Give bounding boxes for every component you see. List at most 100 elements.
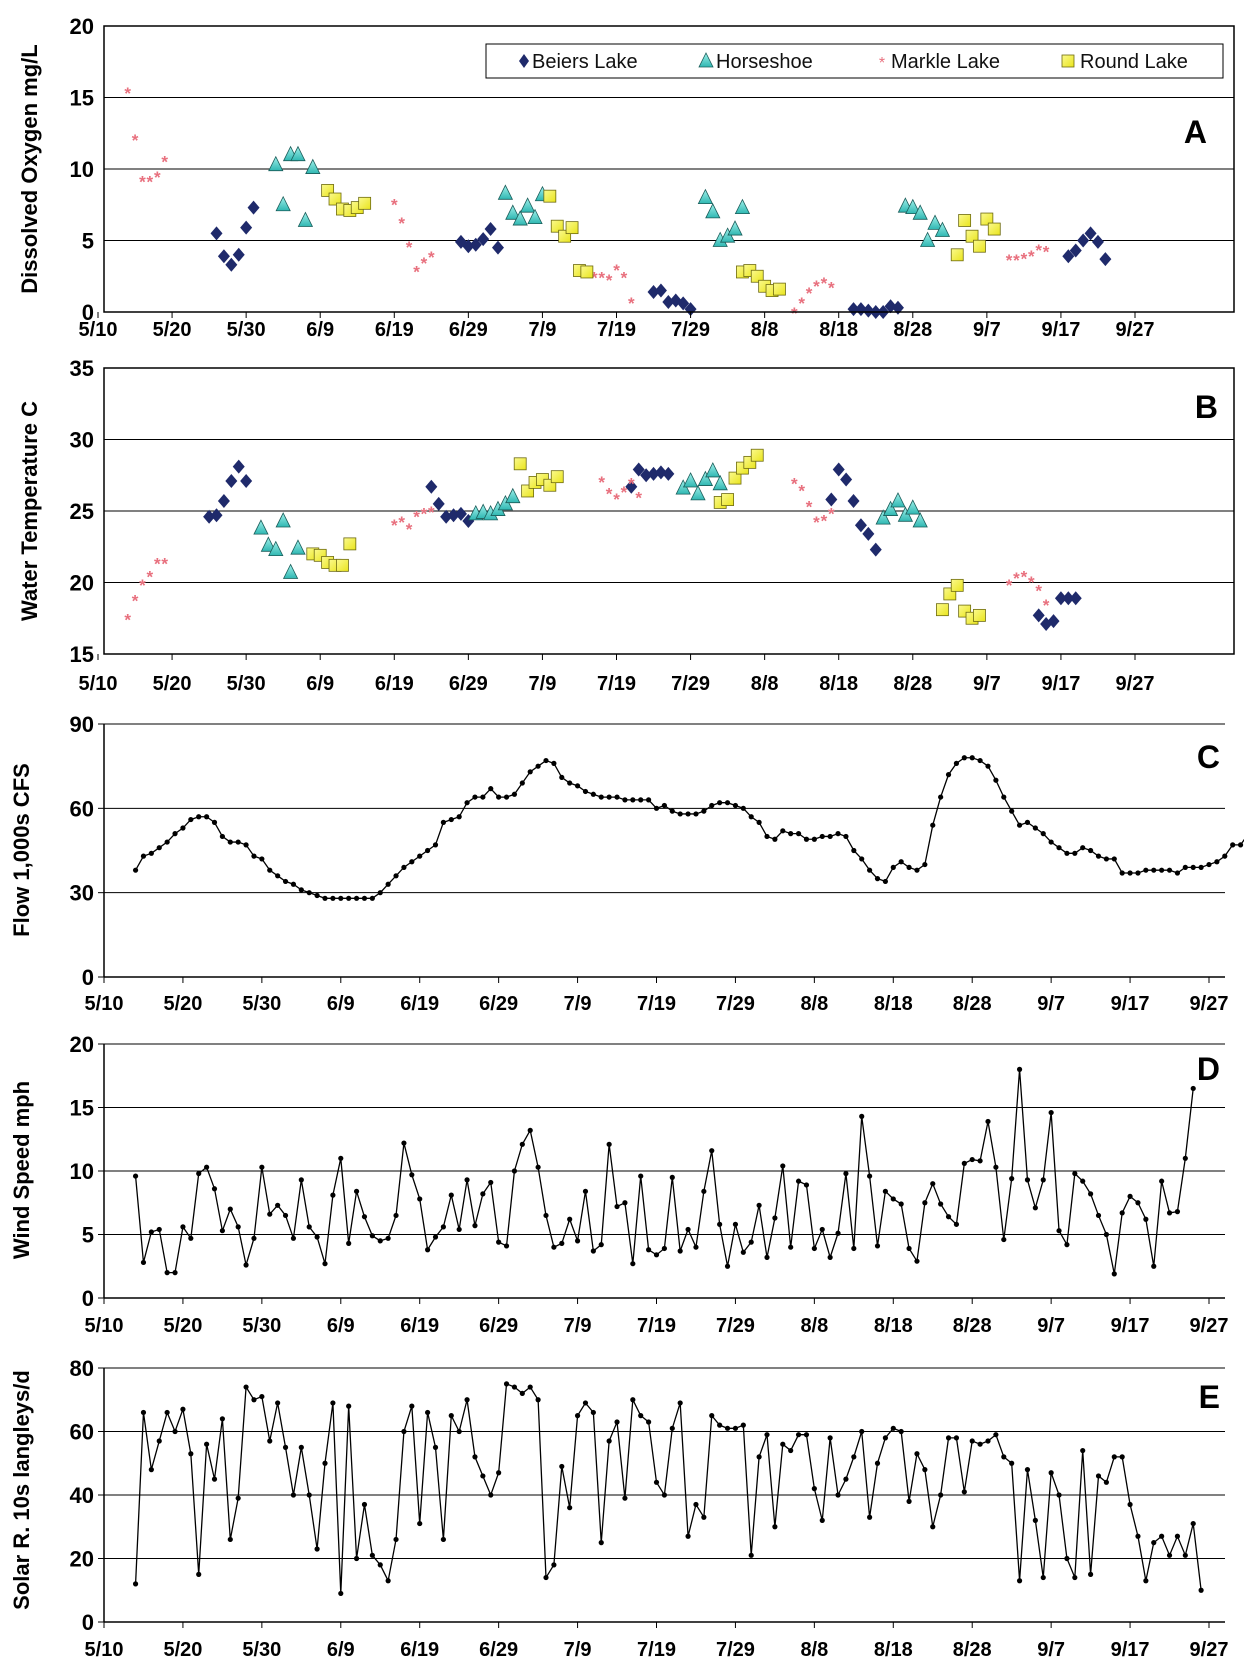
panel-a-xtick-label: 6/29	[449, 319, 488, 341]
panel-e-point	[788, 1447, 794, 1454]
panel-a-marks: *** * ****** * ** * ** ***** * * ** * * * * *	[124, 84, 1112, 323]
panel-d-grid	[104, 1043, 1225, 1235]
panel-d-point	[882, 1188, 888, 1194]
panel-d-point	[1088, 1191, 1094, 1197]
panel-b-point-beiers-lake	[1032, 608, 1045, 623]
panel-e-point	[456, 1428, 462, 1435]
panel-d-point	[503, 1243, 510, 1249]
panel-e-point	[1143, 1578, 1149, 1584]
panel-c-point	[1159, 867, 1165, 873]
panel-d-point	[606, 1141, 612, 1147]
panel-c-point	[851, 847, 857, 854]
panel-b-point-markle-lake: *	[813, 513, 820, 532]
panel-b-point-beiers-lake	[1062, 591, 1075, 606]
panel-c-point	[661, 802, 667, 809]
panel-e-xtick-label: 9/27	[1190, 1639, 1229, 1661]
panel-c-point	[1024, 819, 1031, 825]
panel-d-point	[488, 1179, 494, 1186]
panel-a-point-horseshoe	[297, 211, 314, 227]
panel-b-point-markle-lake: *	[1006, 576, 1013, 595]
panel-e-point	[282, 1444, 289, 1450]
panel-d-xtick-label: 6/29	[479, 1315, 518, 1337]
panel-e-point	[795, 1432, 802, 1438]
panel-e-point	[582, 1400, 589, 1406]
panel-a-point-markle-lake: *	[828, 278, 835, 297]
panel-a-point-horseshoe	[697, 188, 714, 204]
panel-a-point-markle-lake: *	[798, 294, 805, 313]
panel-e-point	[290, 1492, 297, 1498]
panel-b-ytick-label: 30	[70, 428, 94, 453]
panel-c-point	[1088, 847, 1094, 854]
panel-d-xtick-label: 8/18	[874, 1315, 913, 1337]
panel-e-point	[748, 1552, 754, 1558]
panel-b-point-markle-lake: *	[1043, 596, 1050, 615]
panel-d-point	[148, 1229, 154, 1235]
panel-a-point-horseshoe	[305, 158, 321, 174]
panel-b-point-beiers-lake	[647, 466, 660, 481]
legend-label-horseshoe: Horseshoe	[716, 51, 813, 73]
panel-d-point	[346, 1240, 352, 1246]
panel-c-point	[1143, 867, 1149, 873]
panel-c-point	[669, 808, 675, 814]
panel-a-point-markle-lake: *	[413, 263, 420, 282]
panel-d-point	[740, 1249, 746, 1255]
panel-c-point	[945, 772, 952, 778]
panel-b-point-beiers-lake	[625, 479, 638, 494]
panel-b-point-beiers-lake	[832, 462, 845, 477]
panel-e-point	[985, 1438, 991, 1444]
panel-d-point	[661, 1245, 667, 1252]
panel-b-point-round-lake	[973, 608, 986, 622]
panel-a-point-horseshoe	[934, 221, 951, 237]
panel-c-point	[298, 887, 304, 893]
panel-d-xtick-label: 5/20	[163, 1315, 202, 1337]
panel-c-point	[369, 895, 375, 901]
panel-c-point	[180, 825, 186, 831]
panel-b-x-ticks: 5/10 5/20 5/30 6/9 6/19 6/29 7/9 7/19 7/29 8/8 8/1…	[79, 654, 1154, 695]
panel-d-point	[590, 1248, 596, 1254]
panel-e-point	[188, 1451, 194, 1457]
panel-b-point-beiers-lake	[1069, 591, 1082, 606]
panel-c-xtick-label: 8/28	[953, 993, 992, 1015]
panel-a-xtick-label: 8/28	[893, 319, 932, 341]
panel-d-point	[527, 1127, 533, 1133]
panel-a-point-round-lake	[980, 212, 994, 226]
panel-d-point	[859, 1113, 865, 1119]
panel-d-point	[1111, 1271, 1117, 1277]
panel-a-xtick-label: 9/17	[1041, 319, 1080, 341]
panel-c-point	[717, 800, 723, 806]
panel-a-point-beiers-lake	[1062, 249, 1075, 264]
panel-c-point	[922, 861, 928, 868]
panel-d-point	[1032, 1205, 1038, 1211]
panel-d-point	[1151, 1263, 1157, 1269]
panel-d-xtick-label: 7/29	[716, 1315, 755, 1337]
panel-c-xtick-label: 9/17	[1111, 993, 1150, 1015]
panel-e-point	[480, 1473, 486, 1479]
panel-c-point	[938, 794, 944, 800]
panel-e-point	[945, 1435, 952, 1441]
panel-d-xtick-label: 7/19	[637, 1315, 676, 1337]
panel-d-point	[519, 1141, 525, 1147]
panel-a-point-beiers-lake	[1099, 252, 1112, 267]
panel-a-point-round-lake	[565, 221, 579, 235]
panel-d-point	[377, 1238, 383, 1244]
panel-d-xtick-label: 9/17	[1111, 1315, 1150, 1337]
panel-d-point	[993, 1164, 999, 1170]
panel-e-series-line	[134, 1382, 1202, 1594]
panel-e-point	[859, 1428, 865, 1435]
panel-b-xtick-label: 7/19	[597, 673, 636, 695]
panel-c-point	[1080, 845, 1086, 851]
panel-c-xtick-label: 7/9	[564, 993, 592, 1015]
panel-b-point-round-lake	[343, 537, 357, 551]
panel-e-point	[306, 1492, 312, 1498]
panel-d-point	[1103, 1231, 1109, 1238]
panel-d-point	[259, 1164, 265, 1170]
panel-c-point	[1095, 853, 1102, 859]
panel-c-point	[685, 811, 691, 817]
panel-a-point-beiers-lake	[1084, 226, 1097, 241]
panel-e-point	[243, 1384, 249, 1390]
panel-c-point	[622, 797, 628, 803]
panel-e-point	[724, 1425, 731, 1431]
panel-e-point	[1095, 1473, 1102, 1479]
panel-e-xtick-label: 7/29	[716, 1639, 755, 1661]
